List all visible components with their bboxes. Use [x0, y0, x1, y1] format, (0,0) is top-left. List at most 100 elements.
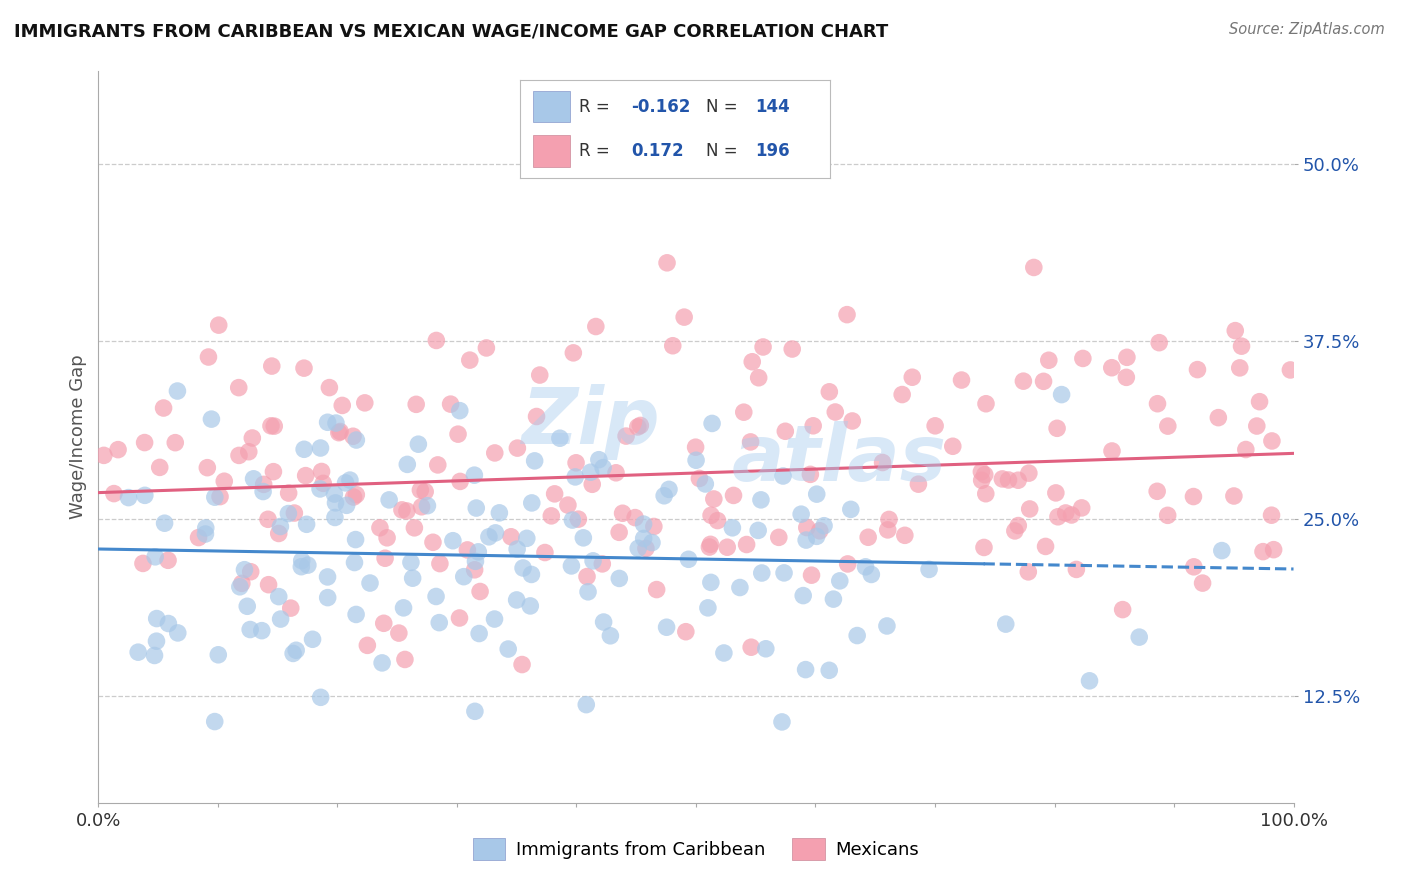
- Point: [1234, 442, 1257, 457]
- Point: [484, 446, 506, 460]
- Point: [748, 370, 770, 384]
- Point: [239, 623, 262, 637]
- Point: [149, 460, 172, 475]
- Point: [292, 442, 315, 457]
- Point: [924, 418, 946, 433]
- Point: [835, 308, 858, 322]
- Point: [755, 641, 778, 656]
- Point: [195, 460, 218, 475]
- Point: [1035, 540, 1057, 554]
- Point: [233, 563, 256, 577]
- Point: [828, 574, 851, 588]
- Point: [318, 381, 340, 395]
- Point: [157, 553, 180, 567]
- Point: [395, 504, 418, 518]
- Point: [796, 520, 818, 534]
- Point: [523, 454, 546, 468]
- Point: [277, 486, 299, 500]
- Point: [468, 584, 491, 599]
- Point: [208, 490, 231, 504]
- Point: [239, 565, 262, 579]
- Point: [396, 458, 419, 472]
- Point: [841, 414, 863, 428]
- Point: [751, 566, 773, 580]
- Point: [468, 626, 491, 640]
- Point: [688, 471, 710, 485]
- Point: [643, 519, 665, 533]
- Point: [735, 537, 758, 551]
- Point: [901, 370, 924, 384]
- Point: [394, 652, 416, 666]
- Point: [165, 435, 187, 450]
- Point: [253, 477, 276, 491]
- Point: [876, 619, 898, 633]
- Point: [806, 529, 828, 543]
- Point: [614, 429, 637, 443]
- Point: [733, 405, 755, 419]
- Point: [269, 519, 291, 533]
- Point: [93, 449, 115, 463]
- Text: atlas: atlas: [733, 421, 946, 497]
- Point: [359, 576, 381, 591]
- Point: [409, 483, 432, 497]
- Point: [270, 612, 292, 626]
- Point: [267, 526, 290, 541]
- Point: [1147, 335, 1170, 350]
- Point: [132, 557, 155, 571]
- Point: [207, 648, 229, 662]
- Point: [520, 567, 543, 582]
- Point: [290, 559, 312, 574]
- Point: [252, 484, 274, 499]
- Point: [426, 458, 449, 472]
- Point: [768, 530, 790, 544]
- Point: [325, 496, 347, 510]
- Point: [592, 460, 614, 475]
- Point: [876, 523, 898, 537]
- Point: [997, 473, 1019, 487]
- Text: R =: R =: [579, 98, 614, 116]
- Point: [231, 576, 253, 591]
- Point: [790, 507, 813, 521]
- Point: [263, 419, 285, 434]
- Point: [1115, 370, 1137, 384]
- Point: [808, 524, 831, 538]
- Point: [634, 541, 657, 556]
- Point: [605, 466, 627, 480]
- Text: IMMIGRANTS FROM CARIBBEAN VS MEXICAN WAGE/INCOME GAP CORRELATION CHART: IMMIGRANTS FROM CARIBBEAN VS MEXICAN WAG…: [14, 22, 889, 40]
- Point: [484, 525, 506, 540]
- Point: [301, 632, 323, 647]
- Point: [655, 620, 678, 634]
- Point: [295, 517, 318, 532]
- Point: [464, 563, 486, 577]
- Point: [506, 441, 529, 455]
- Point: [741, 355, 763, 369]
- Point: [818, 384, 841, 399]
- Point: [516, 532, 538, 546]
- Point: [918, 562, 941, 576]
- Point: [353, 396, 375, 410]
- Point: [1017, 565, 1039, 579]
- Point: [706, 514, 728, 528]
- Point: [799, 467, 821, 482]
- Point: [585, 319, 607, 334]
- Point: [1116, 351, 1139, 365]
- Point: [401, 571, 423, 585]
- Point: [449, 611, 471, 625]
- Point: [441, 533, 464, 548]
- Point: [576, 569, 599, 583]
- Point: [449, 475, 471, 489]
- Point: [343, 556, 366, 570]
- Point: [309, 441, 332, 455]
- Point: [592, 615, 614, 629]
- Point: [540, 508, 562, 523]
- Point: [267, 590, 290, 604]
- Point: [1263, 542, 1285, 557]
- Point: [588, 452, 610, 467]
- Text: 144: 144: [755, 98, 790, 116]
- Point: [529, 368, 551, 382]
- Point: [228, 381, 250, 395]
- Point: [1004, 524, 1026, 538]
- Point: [152, 401, 174, 415]
- Point: [316, 570, 339, 584]
- Point: [475, 341, 498, 355]
